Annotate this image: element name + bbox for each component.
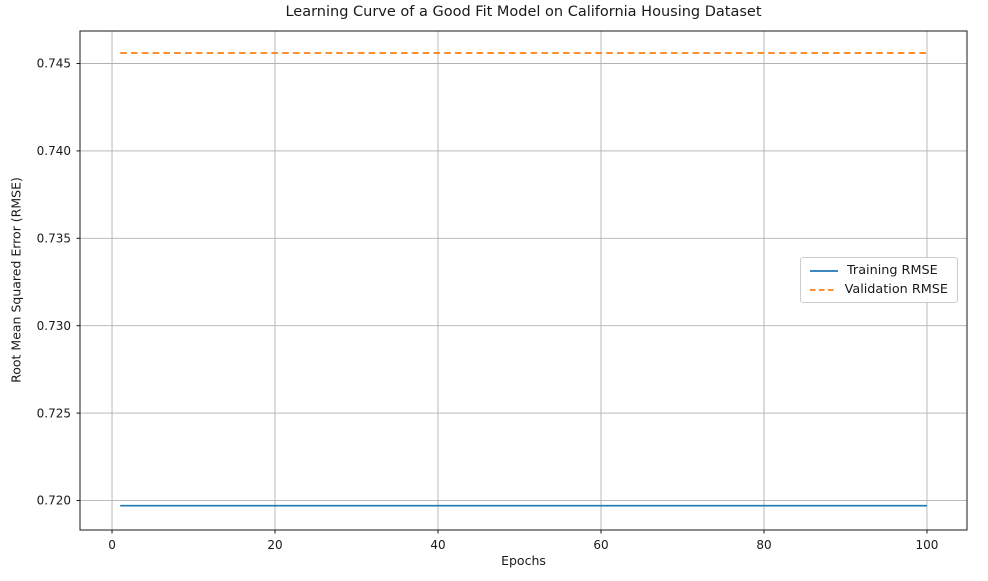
x-tick-label: 100 [916, 538, 939, 552]
legend-label: Training RMSE [847, 263, 938, 278]
x-tick-label: 20 [267, 538, 282, 552]
y-tick-label: 0.740 [37, 144, 71, 158]
y-tick-label: 0.725 [37, 406, 71, 420]
y-tick-label: 0.745 [37, 57, 71, 71]
x-tick-label: 80 [756, 538, 771, 552]
chart-title: Learning Curve of a Good Fit Model on Ca… [285, 4, 762, 20]
axes-spines [79, 30, 968, 531]
x-tick-label: 40 [430, 538, 445, 552]
legend-line-sample [810, 269, 838, 272]
y-tick-label: 0.730 [37, 319, 71, 333]
legend-label: Validation RMSE [844, 282, 948, 297]
x-axis-label: Epochs [501, 553, 546, 568]
legend: Training RMSE Validation RMSE [800, 257, 958, 303]
legend-item: Training RMSE [810, 263, 948, 278]
legend-line-sample [810, 288, 836, 291]
y-tick-label: 0.720 [37, 494, 71, 508]
x-tick-label: 60 [593, 538, 608, 552]
y-tick-label: 0.735 [37, 231, 71, 245]
x-tick-label: 0 [108, 538, 116, 552]
legend-item: Validation RMSE [810, 282, 948, 297]
